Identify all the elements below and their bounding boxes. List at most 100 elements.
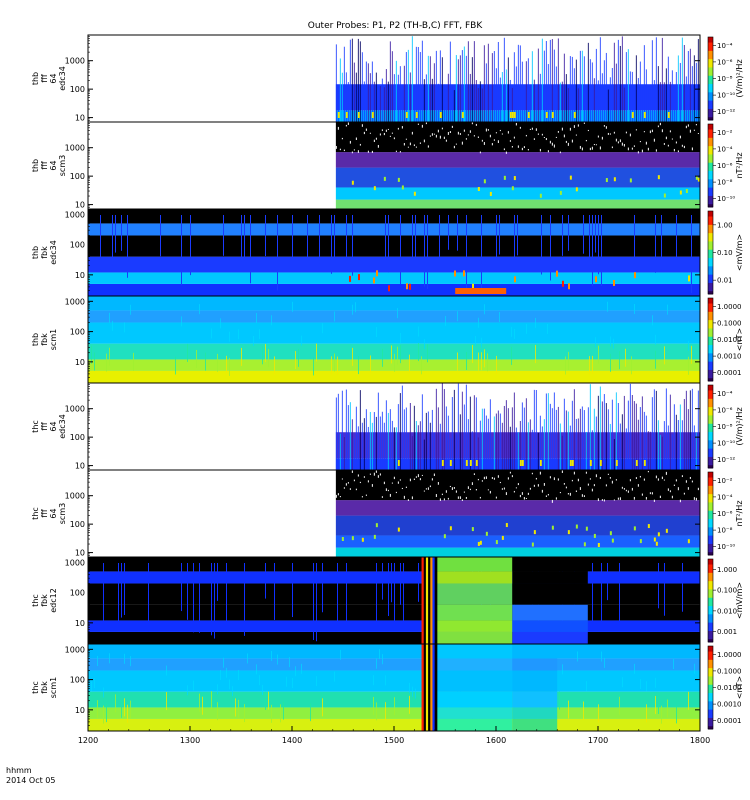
streak	[493, 51, 495, 122]
speckle	[469, 488, 471, 491]
speckle	[463, 129, 465, 132]
streak	[621, 36, 623, 122]
streak	[593, 78, 595, 122]
panel-label: thb	[31, 246, 40, 259]
colorbar-cell	[708, 505, 713, 509]
streak	[226, 563, 227, 626]
streak	[379, 416, 381, 470]
y-tick-label: 100	[70, 676, 85, 685]
speckle	[605, 484, 607, 487]
streak	[451, 397, 453, 470]
y-tick-label: 1000	[65, 405, 85, 414]
streak	[379, 649, 380, 660]
speckle	[619, 139, 621, 143]
speckle	[409, 142, 411, 146]
colorbar-cell	[708, 570, 713, 574]
streak	[651, 397, 653, 470]
streak	[501, 422, 503, 470]
speckle	[411, 131, 413, 135]
speckle	[489, 134, 491, 138]
panel-label: 64	[49, 160, 58, 170]
burst-stripe	[425, 644, 429, 731]
streak	[331, 356, 332, 375]
colorbar-cell	[708, 559, 713, 563]
panel-label: thc	[31, 507, 40, 520]
speckle	[397, 127, 399, 130]
colorbar-cell	[708, 350, 713, 354]
streak	[613, 42, 615, 122]
speckle	[419, 478, 421, 481]
streak	[445, 406, 447, 470]
streak	[389, 409, 391, 470]
streak	[533, 79, 535, 122]
speckle	[355, 137, 357, 140]
segment-1-2	[512, 691, 558, 708]
streak	[407, 49, 409, 122]
speckle	[607, 132, 609, 135]
speckle	[557, 478, 559, 481]
speckle	[361, 124, 363, 127]
streak	[127, 704, 128, 723]
streak-hot	[585, 526, 588, 531]
streak	[545, 41, 547, 122]
streak	[633, 401, 635, 470]
streak	[637, 419, 639, 470]
speckle	[687, 487, 689, 490]
colorbar-cell	[708, 148, 713, 153]
panel-label: fff	[40, 509, 49, 518]
streak	[265, 215, 266, 257]
streak-hot	[463, 270, 465, 277]
speckle	[375, 137, 377, 140]
colorbar-cell	[708, 665, 713, 669]
streak-hot	[351, 180, 354, 185]
streak	[481, 215, 482, 292]
streak	[496, 355, 497, 374]
speckle	[579, 487, 581, 490]
streak	[655, 350, 656, 369]
colorbar-cell	[708, 639, 713, 643]
streak	[663, 421, 665, 470]
streak	[376, 327, 377, 338]
speckle	[385, 488, 387, 491]
colorbar-cell	[708, 633, 713, 637]
streak-hot	[665, 528, 668, 533]
streak-hot	[533, 530, 536, 535]
streak	[295, 351, 296, 370]
speckle	[487, 129, 489, 131]
streak	[525, 398, 527, 470]
streak	[515, 66, 517, 122]
speckle	[571, 139, 573, 143]
panel-label: fbk	[40, 594, 49, 607]
streak	[646, 681, 647, 692]
streak	[527, 58, 529, 122]
speckle	[645, 497, 647, 500]
speckle	[623, 488, 625, 490]
streak	[409, 695, 410, 714]
colorbar-cell	[708, 684, 713, 688]
streak-hot	[653, 537, 656, 542]
streak	[226, 355, 227, 374]
speckle	[453, 145, 455, 149]
colorbar-cell	[708, 606, 713, 610]
streak	[316, 343, 317, 362]
streak	[593, 408, 595, 470]
speckle	[493, 477, 495, 480]
streak	[565, 356, 566, 375]
colorbar-cell	[708, 496, 713, 501]
streak	[627, 400, 629, 470]
streak	[121, 563, 122, 618]
speckle	[505, 492, 507, 496]
streak	[449, 41, 451, 122]
colorbar-cell	[708, 519, 713, 523]
colorbar-cell	[708, 235, 713, 240]
streak-hot	[667, 112, 670, 118]
speckle	[559, 151, 561, 154]
streak	[109, 347, 110, 366]
streak	[501, 71, 503, 122]
streak	[592, 215, 593, 287]
panel-label: thb	[31, 333, 40, 346]
speckle	[391, 132, 393, 134]
streak	[331, 215, 332, 274]
streak	[400, 333, 401, 344]
